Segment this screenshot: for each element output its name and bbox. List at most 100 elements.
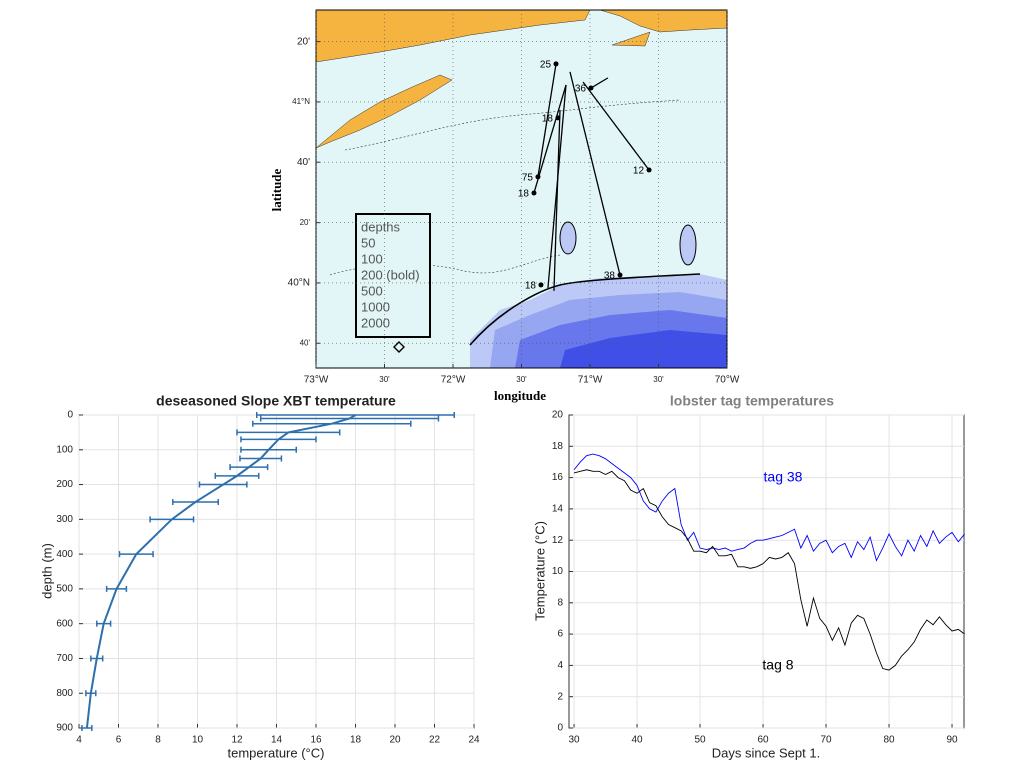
- y-tick-label: 20': [297, 36, 310, 47]
- y-tick-label: 4: [557, 660, 563, 671]
- x-tick-label: 70°W: [715, 375, 740, 386]
- error-bar: [259, 415, 440, 422]
- y-tick-label: 900: [56, 723, 73, 734]
- map-y-label: latitude: [269, 168, 284, 211]
- track: [582, 81, 650, 171]
- tag-label: 25: [540, 60, 552, 71]
- error-bar: [240, 446, 297, 453]
- legend-entry: 100: [361, 251, 383, 266]
- y-tick-label: 0: [557, 723, 563, 734]
- tag-label: 38: [604, 271, 616, 282]
- legend-entry: 2000: [361, 315, 390, 330]
- lobster-title: lobster tag temperatures: [670, 393, 834, 409]
- x-tick-label: 80: [883, 735, 895, 746]
- error-bar: [240, 436, 317, 443]
- profile-line: [85, 414, 357, 729]
- x-tick-label: 72°W: [441, 375, 466, 386]
- x-tick-label: 30': [379, 375, 390, 384]
- y-tick-label: 0: [67, 410, 73, 421]
- tag-label: 36: [575, 84, 587, 95]
- y-tick-label: 16: [552, 472, 564, 483]
- y-tick-label: 700: [56, 653, 73, 664]
- track: [590, 77, 609, 89]
- x-tick-label: 20: [389, 735, 401, 746]
- series-line: [573, 453, 965, 562]
- lobster-x-label: Days since Sept 1.: [712, 745, 820, 760]
- tag-point: [555, 115, 561, 121]
- tag-label: 18: [518, 189, 530, 200]
- y-tick-label: 200: [56, 479, 73, 490]
- legend-entry: 500: [361, 283, 383, 298]
- tag-point: [531, 190, 537, 196]
- y-tick-label: 18: [552, 441, 564, 452]
- x-tick-label: 73°W: [304, 375, 329, 386]
- x-tick-label: 60: [757, 735, 769, 746]
- lobster-y-label: Temperature (°C): [532, 521, 547, 621]
- xbt-title: deseasoned Slope XBT temperature: [156, 393, 396, 409]
- error-bar: [96, 620, 112, 627]
- y-tick-label: 40': [297, 157, 310, 168]
- xbt-y-label: depth (m): [39, 543, 54, 599]
- error-bar: [90, 655, 104, 662]
- map-x-label: longitude: [494, 388, 546, 403]
- track: [553, 109, 561, 291]
- y-tick-label: 20': [300, 218, 311, 227]
- error-bar: [252, 420, 412, 427]
- map-legend-box: [355, 213, 431, 338]
- error-bar: [118, 551, 154, 558]
- y-tick-label: 500: [56, 584, 73, 595]
- error-bar: [85, 690, 97, 697]
- x-tick-label: 16: [310, 735, 322, 746]
- y-tick-label: 800: [56, 688, 73, 699]
- x-tick-label: 90: [946, 735, 958, 746]
- tag-point: [553, 61, 559, 67]
- legend-entry: depths: [361, 219, 401, 234]
- y-tick-label: 2: [557, 691, 563, 702]
- y-tick-label: 20: [552, 410, 564, 421]
- series-label: tag 38: [764, 469, 803, 485]
- tag-label: 18: [542, 114, 554, 125]
- x-tick-label: 6: [116, 735, 122, 746]
- x-tick-label: 71°W: [578, 375, 603, 386]
- error-bar: [81, 725, 93, 731]
- track: [569, 71, 621, 276]
- x-tick-label: 4: [76, 735, 82, 746]
- error-bar: [198, 481, 248, 488]
- x-tick-label: 30': [516, 375, 527, 384]
- y-tick-label: 40': [300, 338, 311, 347]
- y-tick-label: 14: [552, 504, 564, 515]
- xbt-x-label: temperature (°C): [228, 745, 325, 760]
- x-tick-label: 14: [271, 735, 283, 746]
- x-tick-label: 50: [694, 735, 706, 746]
- tag-label: 75: [522, 173, 534, 184]
- error-bar: [172, 498, 219, 505]
- tag-label: 12: [633, 166, 645, 177]
- legend-entry: 1000: [361, 299, 390, 314]
- y-tick-label: 8: [557, 597, 563, 608]
- tag-point: [588, 85, 594, 91]
- tag-point: [535, 174, 541, 180]
- x-tick-label: 12: [231, 735, 243, 746]
- x-tick-label: 30': [653, 375, 664, 384]
- y-tick-label: 40°N: [288, 278, 310, 289]
- series-label: tag 8: [762, 657, 793, 673]
- legend-entry: 50: [361, 235, 375, 250]
- error-bar: [229, 464, 269, 471]
- error-bar: [239, 455, 283, 462]
- error-bar: [149, 516, 195, 523]
- error-bar: [236, 429, 341, 436]
- x-tick-label: 24: [468, 735, 480, 746]
- error-bar: [256, 412, 455, 418]
- tag-point: [538, 282, 544, 288]
- tag-point: [617, 272, 623, 278]
- y-tick-label: 100: [56, 444, 73, 455]
- series-line: [573, 469, 965, 671]
- y-tick-label: 600: [56, 618, 73, 629]
- track: [537, 63, 557, 177]
- y-tick-label: 6: [557, 629, 563, 640]
- x-tick-label: 18: [350, 735, 362, 746]
- x-tick-label: 70: [820, 735, 832, 746]
- y-tick-label: 12: [552, 535, 564, 546]
- y-tick-label: 10: [552, 566, 564, 577]
